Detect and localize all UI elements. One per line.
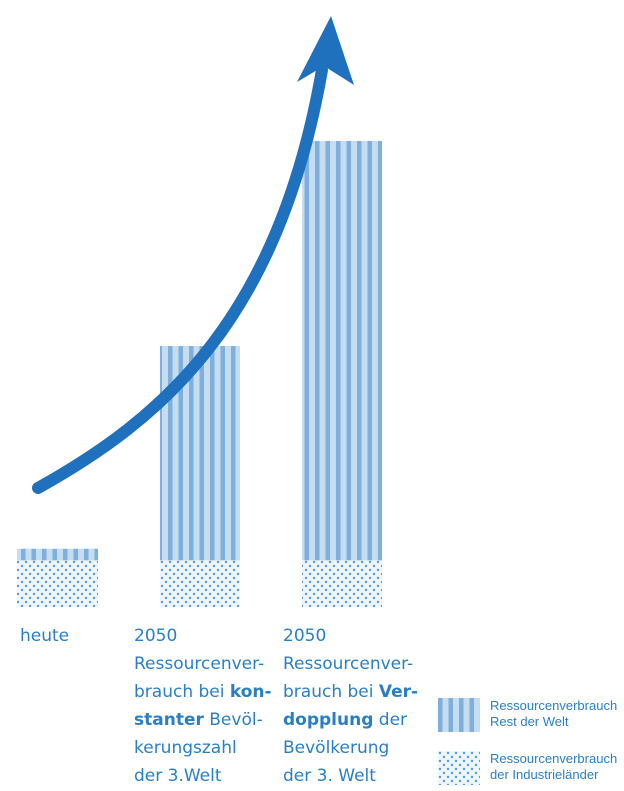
legend-label-line: Ressourcenverbrauch [490, 751, 618, 766]
category-label-line: 2050 [283, 622, 418, 650]
category-label-2: 2050 Ressourcenver-brauch bei kon-stanter… [134, 622, 272, 790]
category-label-line: heute [20, 622, 69, 650]
legend-label: Ressourcenverbrauch der Industrieländer [490, 751, 617, 783]
category-label-line: dopplung der [283, 706, 418, 734]
bar-industrielaender-2 [160, 560, 240, 607]
legend-label-line: Rest der Welt [490, 714, 569, 729]
category-label-line: der 3.Welt [134, 762, 272, 790]
legend-label-line: der Industrieländer [490, 767, 599, 782]
bar-rest-der-welt-1 [17, 548, 98, 561]
category-label-text: dopplung [283, 710, 374, 730]
category-label-text: kon- [229, 682, 272, 702]
category-label-text: 2050 [283, 626, 327, 646]
category-label-line: Ressourcenver- [134, 650, 272, 678]
category-label-line: stanter Bevöl- [134, 706, 272, 734]
category-label-line: der 3. Welt [283, 762, 418, 790]
category-label-text: der [373, 710, 408, 730]
category-label-text: der 3. Welt [283, 766, 376, 786]
category-label-line: Bevölkerung [283, 734, 418, 762]
category-label-text: Bevölkerung [283, 738, 390, 758]
category-label-text: stanter [134, 710, 204, 730]
category-label-text: Ressourcenver- [134, 654, 265, 674]
bar-rest-der-welt-3 [302, 141, 382, 561]
legend-label: Ressourcenverbrauch Rest der Welt [490, 698, 617, 730]
trend-arrow-head [297, 16, 354, 85]
bar-industrielaender-3 [302, 560, 382, 607]
category-label-text: heute [20, 626, 70, 646]
category-label-line: Ressourcenver- [283, 650, 418, 678]
category-label-text: brauch bei [283, 682, 379, 702]
category-label-line: 2050 [134, 622, 272, 650]
bar-rest-der-welt-2 [160, 346, 240, 561]
category-label-text: 2050 [134, 626, 178, 646]
category-label-line: kerungszahl [134, 734, 272, 762]
category-label-1: heute [20, 622, 69, 650]
legend-swatch-dots [438, 751, 480, 785]
category-label-text: kerungszahl [134, 738, 237, 758]
bar-industrielaender-1 [17, 560, 98, 607]
legend-label-line: Ressourcenverbrauch [490, 698, 618, 713]
category-label-3: 2050 Ressourcenver-brauch bei Ver-dopplun… [283, 622, 418, 790]
category-label-text: Ressourcenver- [283, 654, 414, 674]
legend-swatch-stripes [438, 698, 480, 732]
category-label-text: der 3.Welt [134, 766, 222, 786]
category-label-text: brauch bei [134, 682, 230, 702]
category-label-line: brauch bei kon- [134, 678, 272, 706]
category-label-line: brauch bei Ver- [283, 678, 418, 706]
trend-arrow [32, 64, 328, 494]
category-label-text: Bevöl- [203, 710, 263, 730]
category-label-text: Ver- [378, 682, 419, 702]
